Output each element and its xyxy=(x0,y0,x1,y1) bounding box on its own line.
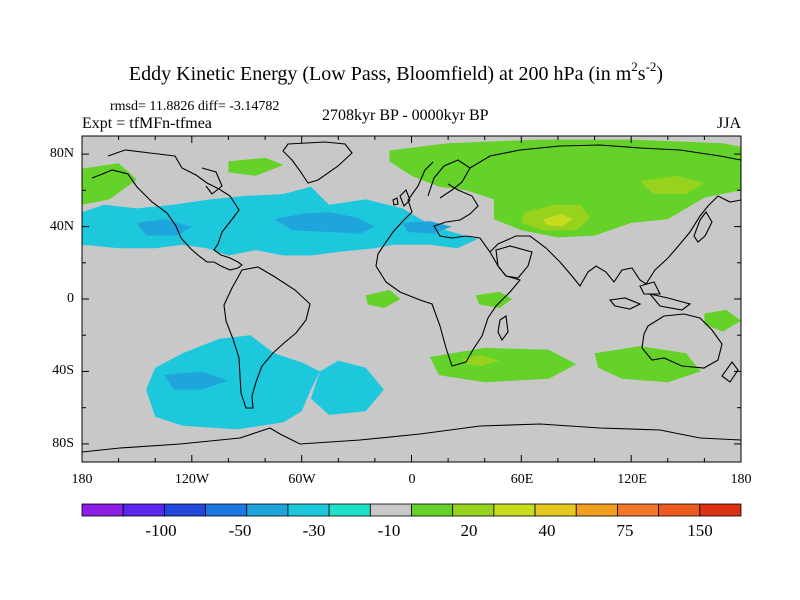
colorbar-swatch xyxy=(534,503,577,517)
colorbar-swatch xyxy=(81,503,124,517)
colorbar-swatch xyxy=(699,503,742,517)
colorbar-swatch xyxy=(493,503,536,517)
axis-ticks xyxy=(81,136,742,462)
colorbar-label: 150 xyxy=(687,521,713,540)
coastline-indonesia xyxy=(608,281,692,311)
x-tick-label: 60E xyxy=(511,472,534,487)
contour-region-5 xyxy=(310,360,384,415)
colorbar-label: -30 xyxy=(303,521,326,540)
colorbar xyxy=(81,503,742,517)
colorbar-swatch xyxy=(122,503,165,517)
contour-region-6 xyxy=(164,371,229,390)
colorbar-swatch xyxy=(328,503,371,517)
colorbar-swatch xyxy=(163,503,206,517)
title-unit-s: s xyxy=(638,63,646,85)
colorbar-label: -10 xyxy=(378,521,401,540)
colorbar-swatch xyxy=(658,503,701,517)
title-sup-2: -2 xyxy=(646,59,657,74)
colorbar-label: 20 xyxy=(461,521,478,540)
coastline-australia xyxy=(641,313,723,369)
colorbar-swatch xyxy=(369,503,412,517)
colorbar-label: -50 xyxy=(229,521,252,540)
coastline-japan xyxy=(693,211,713,243)
contour-region-14 xyxy=(475,291,513,309)
colorbar-swatch xyxy=(411,503,454,517)
colorbar-label: 75 xyxy=(617,521,634,540)
x-tick-label: 60W xyxy=(288,472,316,487)
contour-region-12 xyxy=(228,157,284,176)
contour-region-4 xyxy=(146,335,320,430)
period-label: 2708kyr BP - 0000kyr BP xyxy=(322,107,489,124)
x-tick-label: 180 xyxy=(731,472,752,487)
contour-region-18 xyxy=(704,309,741,332)
contour-region-15 xyxy=(429,347,577,383)
season-label: JJA xyxy=(717,115,741,132)
contour-region-16 xyxy=(462,355,500,366)
coastline-asia xyxy=(469,144,741,287)
contour-region-17 xyxy=(594,346,701,383)
colorbar-swatch xyxy=(617,503,660,517)
y-tick-label: 40N xyxy=(50,219,74,234)
stats-label: rmsd= 11.8826 diff= -3.14782 xyxy=(110,99,279,114)
coastline-north-america xyxy=(91,149,243,271)
contour-region-9 xyxy=(543,213,573,227)
coastline-scandinavia xyxy=(427,159,471,199)
contour-region-13 xyxy=(365,289,401,309)
x-tick-label: 180 xyxy=(72,472,93,487)
contour-region-10 xyxy=(640,175,705,194)
expt-label: Expt = tfMFn-tfmea xyxy=(82,115,212,132)
coastline-greenland xyxy=(282,141,353,184)
coastline-hudson-bay xyxy=(201,167,223,195)
coastline-arabia xyxy=(495,245,533,279)
coastline-europe-africa xyxy=(375,161,521,367)
chart-title: Eddy Kinetic Energy (Low Pass, Bloomfiel… xyxy=(129,59,663,85)
coastline-new-zealand xyxy=(721,361,739,383)
y-tick-label: 80N xyxy=(50,146,74,161)
coastline-british-isles xyxy=(392,189,411,207)
colorbar-swatch xyxy=(287,503,330,517)
y-tick-label: 40S xyxy=(52,363,74,378)
x-tick-label: 120E xyxy=(617,472,647,487)
y-tick-label: 80S xyxy=(52,436,74,451)
colorbar-label: 40 xyxy=(539,521,556,540)
colorbar-swatch xyxy=(452,503,495,517)
colorbar-swatch xyxy=(575,503,618,517)
chart-title-text: Eddy Kinetic Energy (Low Pass, Bloomfiel… xyxy=(129,63,632,85)
coastlines xyxy=(82,141,741,453)
colorbar-swatch xyxy=(246,503,289,517)
coastline-madagascar xyxy=(497,315,509,342)
y-tick-label: 0 xyxy=(67,291,74,306)
contour-region-11 xyxy=(82,163,137,205)
coastline-south-america xyxy=(223,266,311,409)
x-tick-label: 0 xyxy=(409,472,416,487)
coastline-antarctica xyxy=(82,423,741,453)
colorbar-swatch xyxy=(205,503,248,517)
contour-region-1 xyxy=(274,212,375,234)
colorbar-label: -100 xyxy=(145,521,176,540)
title-sup-1: 2 xyxy=(631,59,638,74)
title-close: ) xyxy=(656,63,663,85)
x-tick-label: 120W xyxy=(175,472,210,487)
